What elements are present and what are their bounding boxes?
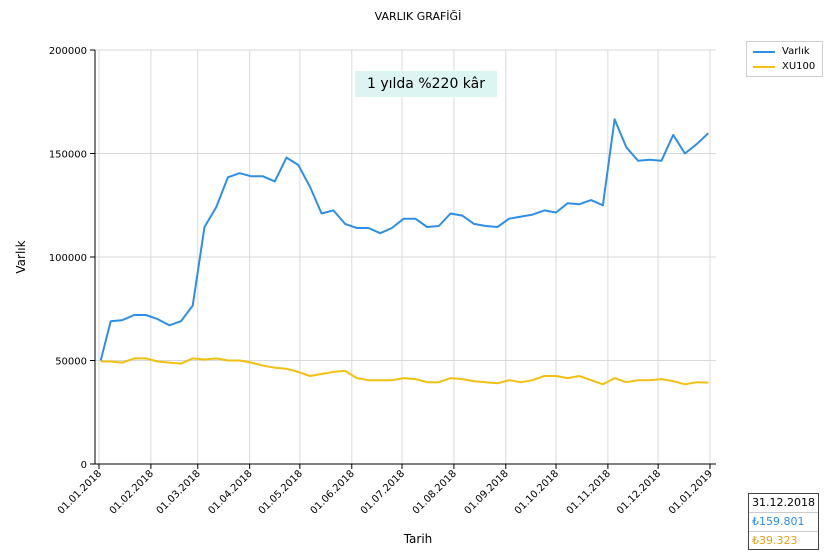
x-tick-label-11: 01.12.2018 (615, 468, 663, 516)
grid (95, 49, 716, 464)
series-line-xu100 (100, 357, 709, 386)
series-group (99, 118, 709, 386)
x-tick-label-10: 01.11.2018 (565, 468, 613, 516)
x-tick-label-12: 01.01.2019 (667, 468, 715, 516)
y-axis-ticks: 0 50000 100000 150000 200000 (49, 46, 95, 471)
y-tick-label-3: 150000 (49, 150, 87, 161)
x-tick-label-3: 01.04.2018 (207, 468, 255, 516)
chart-title: VARLIK GRAFİĞİ (375, 10, 462, 23)
legend-label-xu100: XU100 (782, 61, 816, 72)
x-tick-label-4: 01.05.2018 (257, 468, 305, 516)
info-date: 31.12.2018 (749, 494, 818, 513)
y-tick-label-1: 50000 (55, 357, 87, 368)
x-axis-label: Tarih (403, 532, 433, 546)
series-line-varlik (99, 118, 709, 361)
x-tick-label-8: 01.09.2018 (463, 468, 511, 516)
info-varlik-value: ₺159.801 (749, 513, 818, 532)
legend: Varlık XU100 (746, 41, 823, 77)
x-tick-label-0: 01.01.2018 (56, 468, 104, 516)
x-tick-label-9: 01.10.2018 (513, 468, 561, 516)
y-tick-label-0: 0 (81, 460, 87, 471)
info-xu100-value: ₺39.323 (752, 534, 798, 547)
legend-swatch-xu100 (753, 66, 775, 68)
x-tick-label-7: 01.08.2018 (411, 468, 459, 516)
x-tick-label-1: 01.02.2018 (108, 468, 156, 516)
legend-label-varlik: Varlık (782, 46, 810, 57)
y-tick-label-2: 100000 (49, 253, 87, 264)
value-info-box: 31.12.2018 ₺159.801 ₺39.323 (748, 493, 819, 550)
profit-annotation: 1 yılda %220 kâr (355, 71, 497, 97)
x-tick-label-5: 01.06.2018 (309, 468, 357, 516)
y-tick-label-4: 200000 (49, 46, 87, 57)
y-axis-label: Varlık (14, 240, 28, 273)
legend-swatch-varlik (753, 51, 775, 53)
x-tick-label-6: 01.07.2018 (359, 468, 407, 516)
x-tick-label-2: 01.03.2018 (155, 468, 203, 516)
